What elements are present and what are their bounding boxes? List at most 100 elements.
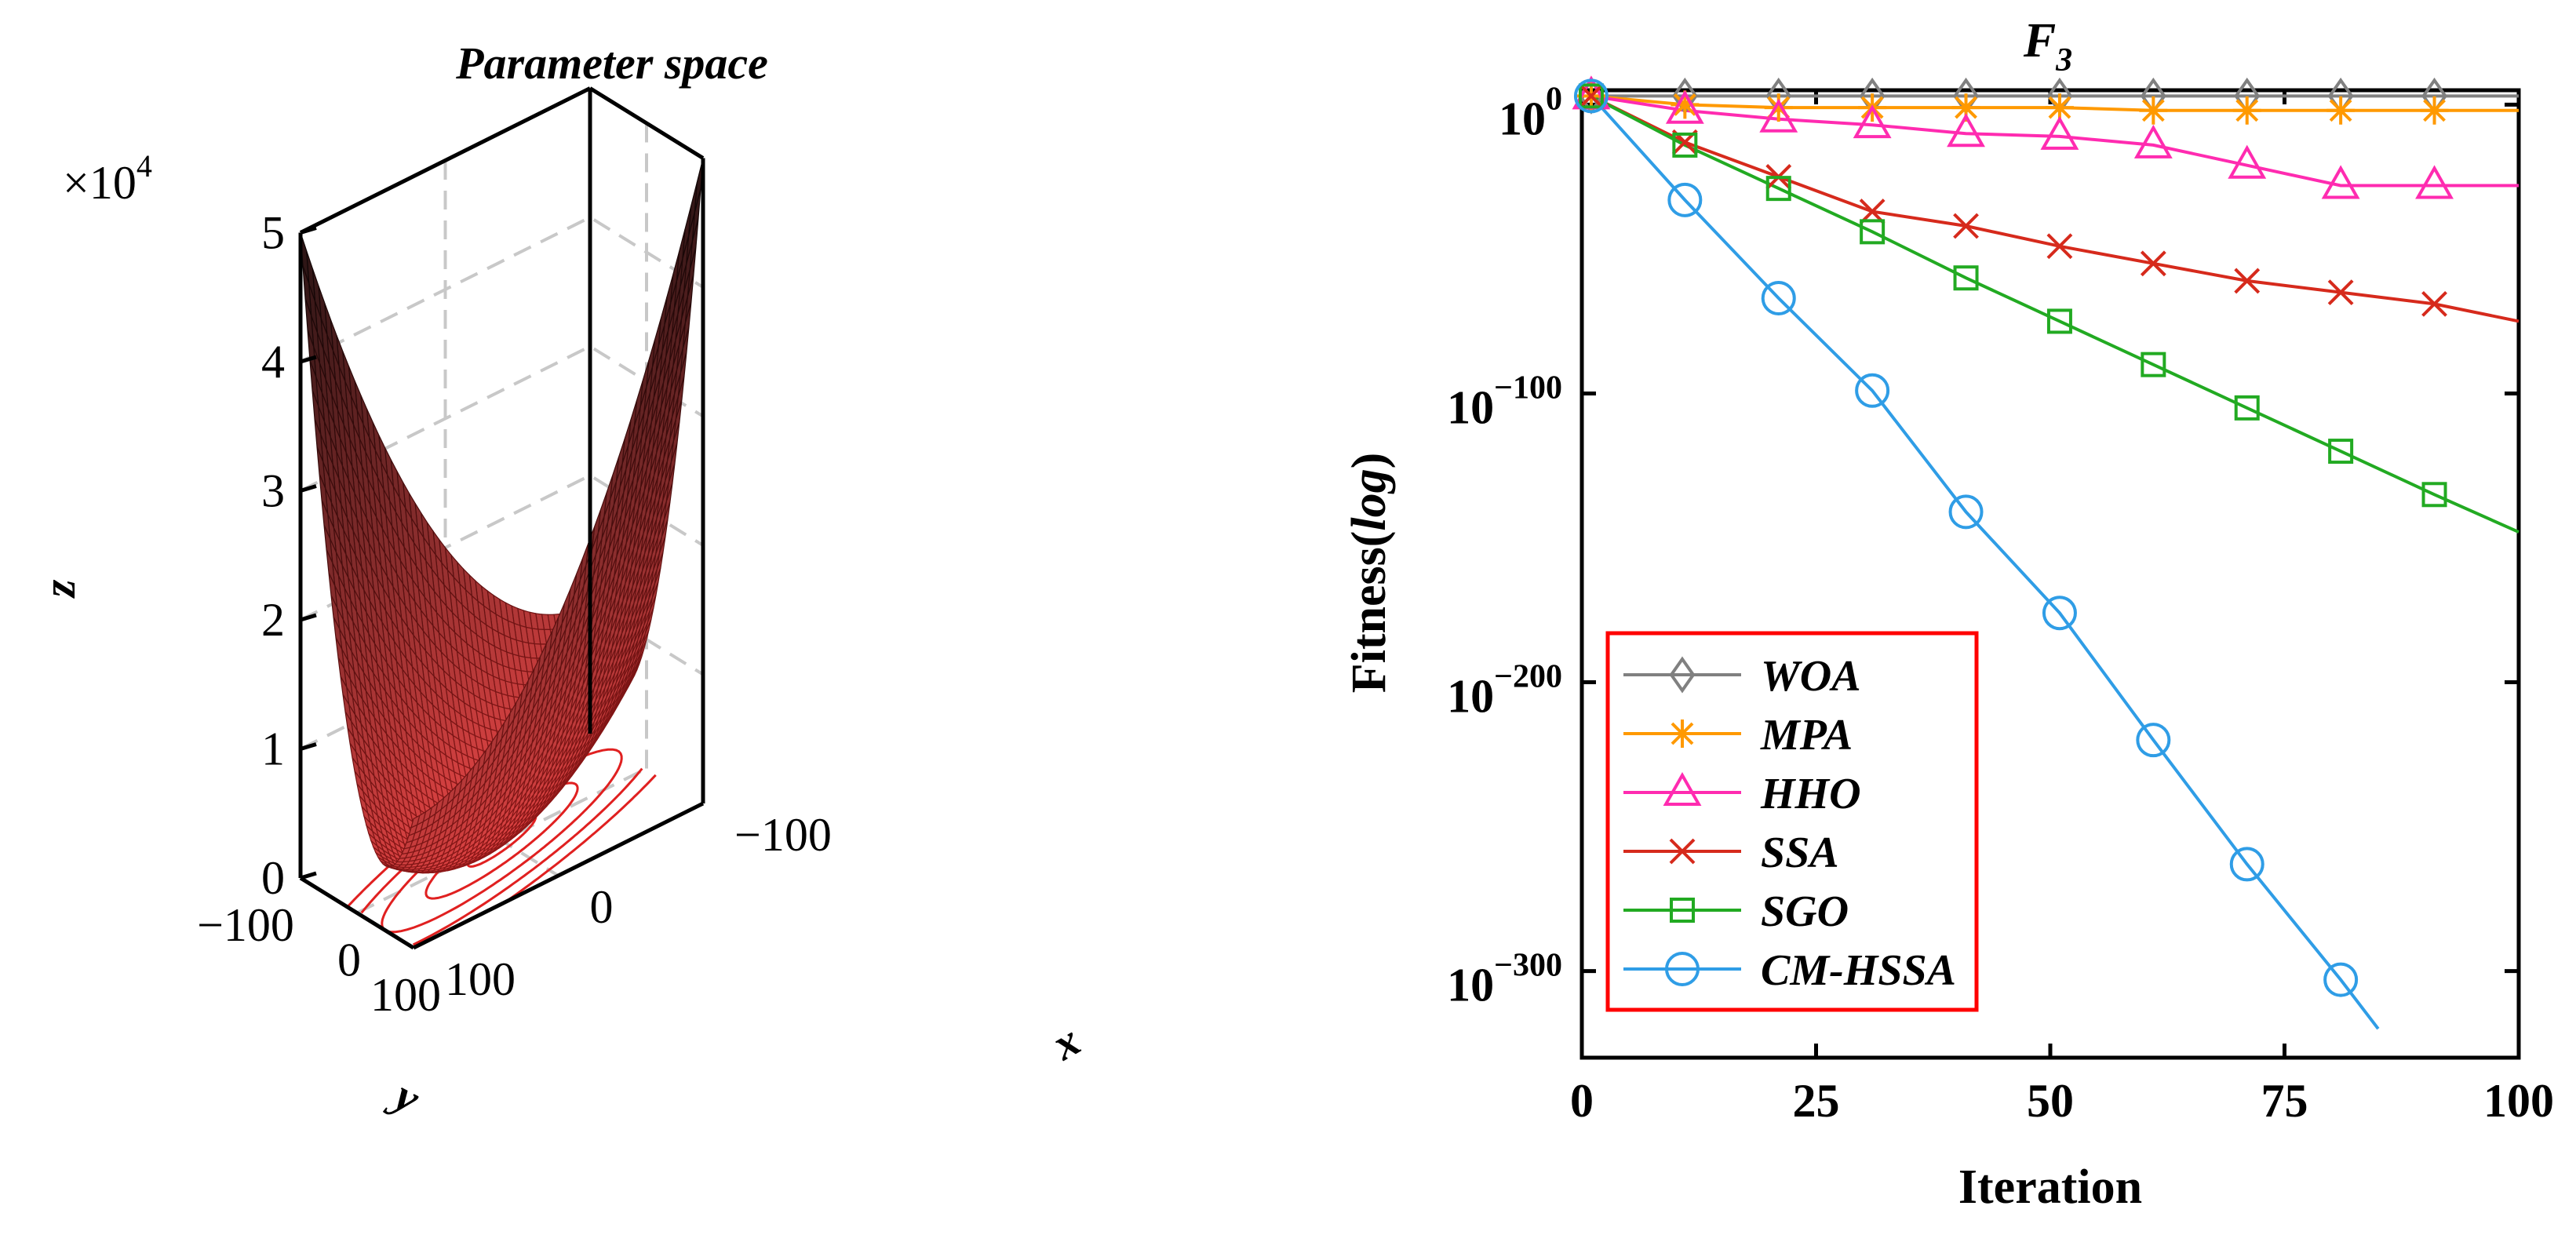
series-marker-cm-hssa bbox=[1667, 182, 1703, 217]
series-marker-mpa bbox=[2139, 96, 2168, 125]
series-marker-sgo bbox=[2421, 482, 2447, 508]
series-marker-cm-hssa bbox=[2042, 596, 2077, 631]
series-marker-ssa bbox=[2140, 250, 2166, 277]
legend-marker bbox=[1669, 838, 1696, 865]
x-tick-label: 50 bbox=[2027, 1075, 2074, 1127]
series-marker-sgo bbox=[2046, 308, 2072, 334]
surface-contour bbox=[548, 774, 657, 871]
series-marker-mpa bbox=[2232, 96, 2261, 125]
series-marker-sgo bbox=[1953, 265, 1979, 291]
series-marker-hho bbox=[2321, 165, 2360, 199]
convergence-tick-labels: 0 25 50 75 100 100 10−100 10−200 10−300 bbox=[1447, 81, 2554, 1127]
series-marker-mpa bbox=[1671, 90, 1700, 119]
series-marker-hho bbox=[2228, 144, 2267, 179]
legend-label: SSA bbox=[1761, 829, 1839, 877]
y-label-log: log bbox=[1343, 468, 1396, 530]
convergence-plot-panel: 0 25 50 75 100 100 10−100 10−200 10−300 F3 Itera… bbox=[1343, 14, 2554, 1214]
surface-contour bbox=[412, 863, 541, 946]
series-line-cm-hssa bbox=[1590, 95, 2380, 1030]
series-marker-ssa bbox=[2421, 290, 2447, 317]
convergence-title: F3 bbox=[2023, 14, 2072, 78]
series-marker-sgo bbox=[1578, 83, 1604, 109]
series-marker-mpa bbox=[1764, 93, 1793, 122]
series-marker-ssa bbox=[1578, 82, 1605, 109]
series-marker-cm-hssa bbox=[1948, 494, 1984, 530]
legend-box bbox=[1605, 631, 1979, 1012]
series-marker-hho bbox=[2040, 115, 2079, 150]
x-tick-label: 25 bbox=[1793, 1075, 1840, 1127]
series-marker-mpa bbox=[1951, 93, 1980, 122]
convergence-title-main: F bbox=[2023, 14, 2056, 67]
legend-label: WOA bbox=[1761, 652, 1861, 701]
convergence-title-subscript: 3 bbox=[2055, 42, 2072, 78]
legend-label: SGO bbox=[1761, 887, 1849, 936]
series-marker-hho bbox=[2415, 165, 2454, 199]
legend-marker bbox=[1668, 720, 1696, 748]
series-marker-cm-hssa bbox=[2229, 847, 2264, 882]
series-marker-sgo bbox=[2234, 395, 2260, 421]
y-tick-label: 10−100 bbox=[1447, 370, 1562, 433]
series-line-hho bbox=[1590, 94, 2519, 188]
surface-z-multiplier: ×104 bbox=[63, 148, 152, 209]
legend-label: CM-HSSA bbox=[1761, 946, 1956, 995]
surface-box-edge bbox=[588, 86, 705, 160]
convergence-y-axis-label: Fitness(log) bbox=[1343, 453, 1396, 694]
series-marker-hho bbox=[2133, 124, 2173, 158]
surface-z-gridline bbox=[300, 86, 705, 235]
surface-z-gridline bbox=[300, 215, 705, 363]
x-tick-label: 75 bbox=[2261, 1075, 2308, 1127]
y-tick-label: 10−300 bbox=[1447, 948, 1562, 1011]
x-tick-label: 100 bbox=[2483, 1075, 2554, 1127]
series-line-sgo bbox=[1590, 94, 2520, 534]
series-marker-ssa bbox=[2327, 279, 2354, 306]
series-marker-ssa bbox=[1953, 213, 1979, 239]
surface-z-tick bbox=[300, 355, 317, 364]
y-label-main: Fitness( bbox=[1343, 531, 1396, 694]
surface-z-axis-label: z bbox=[34, 579, 85, 599]
surface-z-gridline bbox=[300, 344, 705, 493]
convergence-x-axis-label: Iteration bbox=[1958, 1160, 2142, 1214]
series-marker-ssa bbox=[2234, 268, 2261, 294]
legend-marker bbox=[1669, 656, 1696, 694]
surface-box-edge bbox=[412, 801, 705, 950]
legend-label: HHO bbox=[1760, 770, 1861, 818]
series-marker-mpa bbox=[2420, 96, 2449, 125]
legend-marker bbox=[1663, 771, 1702, 806]
series-marker-sgo bbox=[2328, 439, 2354, 464]
series-marker-hho bbox=[1947, 113, 1985, 148]
surface-z-tick-label: 0 bbox=[261, 852, 285, 904]
series-marker-cm-hssa bbox=[2136, 723, 2171, 758]
series-marker-sgo bbox=[1765, 176, 1791, 202]
surface-z-tick-label: 3 bbox=[261, 465, 285, 517]
surface-x-axis-label: x bbox=[1043, 1015, 1088, 1070]
surface-z-tick bbox=[300, 226, 317, 235]
series-marker-cm-hssa bbox=[1761, 281, 1796, 316]
series-marker-cm-hssa bbox=[2323, 962, 2359, 997]
surface-z-multiplier-base: ×10 bbox=[63, 157, 137, 209]
surface-contour bbox=[538, 767, 643, 865]
surface-z-tick bbox=[300, 484, 317, 493]
legend-label: MPA bbox=[1760, 711, 1853, 760]
surface-y-tick-label: 100 bbox=[370, 969, 441, 1021]
surface-title: Parameter space bbox=[455, 38, 768, 89]
surface-z-tick bbox=[300, 742, 317, 751]
surface-patch bbox=[410, 814, 421, 829]
series-marker-mpa bbox=[2326, 96, 2356, 125]
surface-z-tick bbox=[300, 871, 317, 880]
surface-z-tick-label: 5 bbox=[261, 207, 285, 259]
series-marker-cm-hssa bbox=[1855, 373, 1890, 408]
series-marker-mpa bbox=[2045, 93, 2074, 122]
surface-z-tick-label: 4 bbox=[261, 336, 285, 388]
x-tick-label: 0 bbox=[1570, 1075, 1594, 1127]
series-marker-cm-hssa bbox=[1573, 78, 1609, 114]
surface-z-tick bbox=[300, 613, 317, 622]
surface-z-tick-label: 1 bbox=[261, 723, 285, 775]
legend-marker bbox=[1665, 952, 1700, 986]
y-label-close: ) bbox=[1343, 453, 1396, 469]
surface-x-tick-label: −100 bbox=[734, 809, 832, 861]
surface-z-tick-label: 2 bbox=[261, 594, 285, 646]
surface-box-edge bbox=[299, 876, 415, 950]
